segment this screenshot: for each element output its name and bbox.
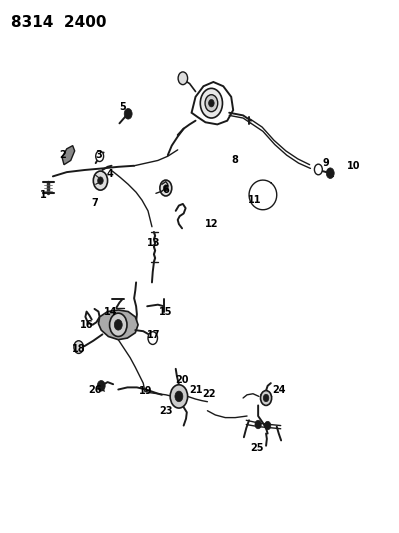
Text: 16: 16 xyxy=(80,320,93,330)
Polygon shape xyxy=(62,146,75,165)
Circle shape xyxy=(160,180,172,196)
Text: 21: 21 xyxy=(189,384,202,394)
Text: 13: 13 xyxy=(147,238,161,248)
Circle shape xyxy=(170,385,188,408)
Circle shape xyxy=(200,88,223,118)
Text: 14: 14 xyxy=(104,306,117,317)
Text: 6: 6 xyxy=(162,184,169,195)
Text: 5: 5 xyxy=(119,102,126,112)
Circle shape xyxy=(148,332,158,344)
Circle shape xyxy=(96,151,104,161)
Circle shape xyxy=(314,164,322,175)
Polygon shape xyxy=(99,310,138,340)
Circle shape xyxy=(261,391,272,406)
Text: 26: 26 xyxy=(88,384,101,394)
Circle shape xyxy=(255,420,261,429)
Circle shape xyxy=(326,168,334,179)
Text: 12: 12 xyxy=(205,219,218,229)
Text: 20: 20 xyxy=(175,375,188,385)
Text: 15: 15 xyxy=(159,306,173,317)
Text: 9: 9 xyxy=(323,158,330,168)
Text: 8314  2400: 8314 2400 xyxy=(11,14,107,30)
Text: 25: 25 xyxy=(250,443,264,453)
Circle shape xyxy=(124,109,132,119)
Text: 11: 11 xyxy=(248,195,262,205)
Circle shape xyxy=(74,341,83,353)
Circle shape xyxy=(114,319,122,330)
Text: 2: 2 xyxy=(59,150,66,160)
Text: 1: 1 xyxy=(40,190,46,200)
Circle shape xyxy=(178,72,188,85)
Text: 4: 4 xyxy=(107,169,114,179)
Text: 3: 3 xyxy=(95,150,102,160)
Circle shape xyxy=(97,381,105,391)
Text: 18: 18 xyxy=(72,344,85,354)
Text: 19: 19 xyxy=(139,386,153,396)
Text: 17: 17 xyxy=(147,330,161,341)
Text: 8: 8 xyxy=(232,156,239,165)
Circle shape xyxy=(175,391,183,402)
Circle shape xyxy=(265,421,271,430)
Text: 10: 10 xyxy=(347,161,361,171)
Circle shape xyxy=(98,177,103,184)
Text: 22: 22 xyxy=(203,389,216,399)
Circle shape xyxy=(263,394,269,402)
Circle shape xyxy=(93,171,108,190)
Circle shape xyxy=(164,185,168,191)
Text: 7: 7 xyxy=(91,198,98,208)
Circle shape xyxy=(205,95,218,112)
Circle shape xyxy=(110,313,127,336)
Text: 23: 23 xyxy=(159,406,173,416)
Text: 24: 24 xyxy=(272,384,286,394)
Circle shape xyxy=(209,100,214,107)
